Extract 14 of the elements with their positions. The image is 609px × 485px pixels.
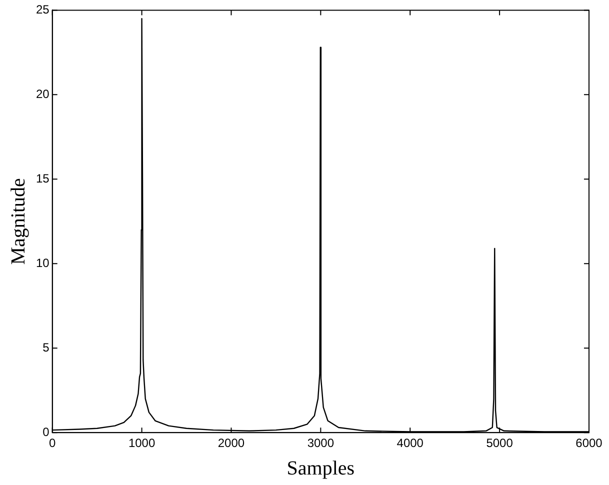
y-tick-label: 5 [42, 340, 50, 354]
y-tick-label: 20 [36, 86, 50, 101]
y-tick-label: 15 [36, 171, 50, 186]
x-tick-label: 4000 [396, 436, 424, 450]
y-tick-label: 25 [36, 2, 50, 17]
y-tick-label: 0 [42, 424, 50, 439]
y-tick-label: 10 [36, 256, 50, 270]
y-axis-title: Magnitude [7, 178, 30, 265]
x-tick-label: 5000 [486, 436, 514, 450]
x-tick-label: 3000 [307, 436, 334, 450]
x-axis-title: Samples [286, 457, 355, 480]
x-tick-label: 2000 [218, 436, 245, 450]
x-tick-label: 1000 [128, 436, 156, 450]
x-tick-label: 6000 [576, 436, 603, 450]
